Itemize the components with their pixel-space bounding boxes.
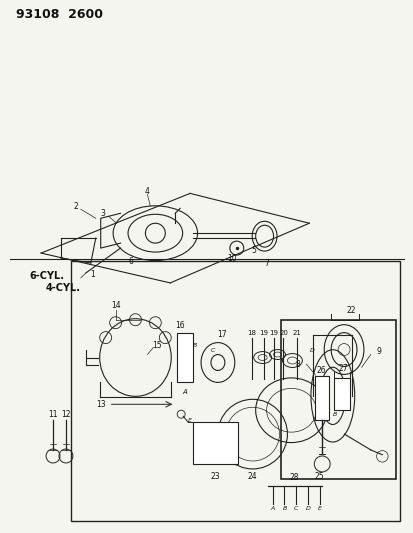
Text: 3: 3 (100, 209, 105, 218)
Text: 17: 17 (216, 330, 226, 339)
Text: 20: 20 (278, 329, 287, 336)
Text: C: C (294, 506, 298, 511)
Text: 21: 21 (292, 329, 301, 336)
Text: E: E (188, 418, 192, 423)
Text: 22: 22 (345, 306, 355, 315)
Bar (177, 333, 192, 382)
Text: 18: 18 (247, 329, 256, 336)
Text: 1: 1 (90, 270, 95, 279)
Text: 5: 5 (251, 246, 256, 255)
Text: D: D (309, 348, 314, 353)
Text: 26: 26 (316, 366, 325, 375)
Text: A: A (270, 506, 274, 511)
Text: 19: 19 (268, 329, 278, 336)
Text: 14: 14 (111, 301, 120, 310)
Text: 6: 6 (128, 256, 133, 265)
Text: A: A (182, 389, 187, 395)
Text: 25: 25 (313, 472, 323, 481)
Text: C: C (210, 348, 215, 353)
Text: 16: 16 (175, 321, 185, 330)
Bar (315, 376, 328, 420)
Text: 11: 11 (48, 410, 58, 419)
Text: 6-CYL.: 6-CYL. (29, 271, 64, 281)
Bar (192, 422, 237, 464)
Text: 12: 12 (61, 410, 71, 419)
Text: B: B (282, 506, 286, 511)
Text: 8: 8 (295, 360, 300, 368)
Text: 24: 24 (247, 472, 257, 481)
Text: E: E (318, 506, 321, 511)
Bar (280, 319, 395, 479)
Text: B: B (332, 411, 337, 417)
Text: 28: 28 (289, 473, 299, 482)
Text: 27: 27 (337, 364, 347, 373)
Text: 93108  2600: 93108 2600 (16, 8, 103, 21)
Text: 19: 19 (259, 329, 268, 336)
Text: 9: 9 (375, 347, 380, 356)
Text: B: B (192, 343, 197, 348)
Text: 2: 2 (74, 202, 78, 211)
Text: 23: 23 (210, 472, 219, 481)
Bar (71, 261, 399, 521)
Text: 15: 15 (152, 341, 162, 350)
Text: D: D (305, 506, 310, 511)
Text: 13: 13 (96, 400, 105, 409)
Bar (333, 378, 349, 410)
Text: 10: 10 (226, 254, 236, 263)
Text: 4: 4 (145, 187, 150, 196)
Text: 4-CYL.: 4-CYL. (46, 283, 81, 293)
Text: 7: 7 (263, 259, 268, 268)
